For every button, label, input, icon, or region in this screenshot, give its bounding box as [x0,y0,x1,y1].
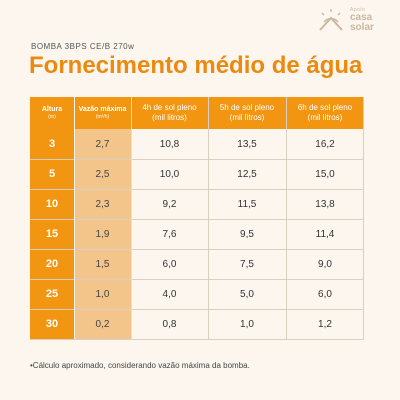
cell-5h: 9,5 [208,219,286,249]
cell-vazao: 1,9 [74,219,131,249]
header-unit: (m³/h) [95,114,110,120]
cell-5h: 7,5 [208,249,286,279]
header-label: Altura [41,106,63,113]
cell-4h: 7,6 [131,219,208,249]
row-divider [30,249,364,250]
cell-4h: 10,0 [131,159,208,189]
table-row: 15 1,9 7,6 9,5 11,4 [30,219,364,249]
brand-logo: Apoio casa solar [316,6,388,36]
row-divider [30,339,364,340]
sun-house-icon [319,9,343,31]
header-label: 5h de sol pleno [219,103,275,112]
footnote: •Cálculo aproximado, considerando vazão … [30,361,250,370]
cell-altura: 5 [30,159,74,189]
cell-6h: 9,0 [286,249,364,279]
header-vazao: Vazão máxima (m³/h) [74,97,131,129]
cell-6h: 1,2 [286,309,364,339]
logo-text-casa: casa [350,12,373,23]
cell-altura: 3 [30,129,74,159]
cell-vazao: 1,0 [74,279,131,309]
cell-vazao: 2,7 [74,129,131,159]
cell-4h: 10,8 [131,129,208,159]
page-title: Fornecimento médio de água [29,52,363,79]
cell-5h: 5,0 [208,279,286,309]
cell-4h: 0,8 [131,309,208,339]
cell-5h: 11,5 [208,189,286,219]
cell-altura: 25 [30,279,74,309]
cell-altura: 30 [30,309,74,339]
table-row: 3 2,7 10,8 13,5 16,2 [30,129,364,159]
table-row: 10 2,3 9,2 11,5 13,8 [30,189,364,219]
cell-4h: 6,0 [131,249,208,279]
cell-5h: 1,0 [208,309,286,339]
row-divider [30,309,364,310]
header-6h: 6h de sol pleno (mil litros) [286,97,364,129]
product-subtitle: BOMBA 3BPS CE/B 270w [31,42,135,51]
cell-vazao: 2,5 [74,159,131,189]
water-supply-table: Altura (m) Vazão máxima (m³/h) 4h de sol… [30,97,364,340]
logo-text-solar: solar [350,22,374,33]
cell-5h: 13,5 [208,129,286,159]
cell-5h: 12,5 [208,159,286,189]
row-divider [30,189,364,190]
cell-vazao: 2,3 [74,189,131,219]
cell-altura: 10 [30,189,74,219]
cell-altura: 15 [30,219,74,249]
table-header: Altura (m) Vazão máxima (m³/h) 4h de sol… [30,97,364,129]
header-unit: (mil litros) [307,113,343,122]
cell-4h: 4,0 [131,279,208,309]
cell-6h: 11,4 [286,219,364,249]
cell-vazao: 1,5 [74,249,131,279]
header-4h: 4h de sol pleno (mil litros) [131,97,208,129]
cell-6h: 16,2 [286,129,364,159]
header-label: 4h de sol pleno [142,103,197,112]
row-divider [30,219,364,220]
cell-4h: 9,2 [131,189,208,219]
row-divider [30,159,364,160]
header-unit: (m) [48,114,56,120]
table-row: 25 1,0 4,0 5,0 6,0 [30,279,364,309]
cell-6h: 15,0 [286,159,364,189]
cell-vazao: 0,2 [74,309,131,339]
column-divider [286,97,287,339]
table-row: 5 2,5 10,0 12,5 15,0 [30,159,364,189]
row-divider [30,279,364,280]
cell-6h: 13,8 [286,189,364,219]
column-divider [363,97,364,339]
column-divider [74,97,75,339]
column-divider [131,97,132,339]
table-row: 20 1,5 6,0 7,5 9,0 [30,249,364,279]
header-unit: (mil litros) [152,113,187,122]
logo-text-top: Apoio [350,7,366,13]
cell-6h: 6,0 [286,279,364,309]
table-row: 30 0,2 0,8 1,0 1,2 [30,309,364,339]
header-label: 6h de sol pleno [297,103,353,112]
header-unit: (mil litros) [229,113,265,122]
header-5h: 5h de sol pleno (mil litros) [208,97,286,129]
header-altura: Altura (m) [30,97,74,129]
column-divider [208,97,209,339]
header-label: Vazão máxima [78,106,127,113]
cell-altura: 20 [30,249,74,279]
